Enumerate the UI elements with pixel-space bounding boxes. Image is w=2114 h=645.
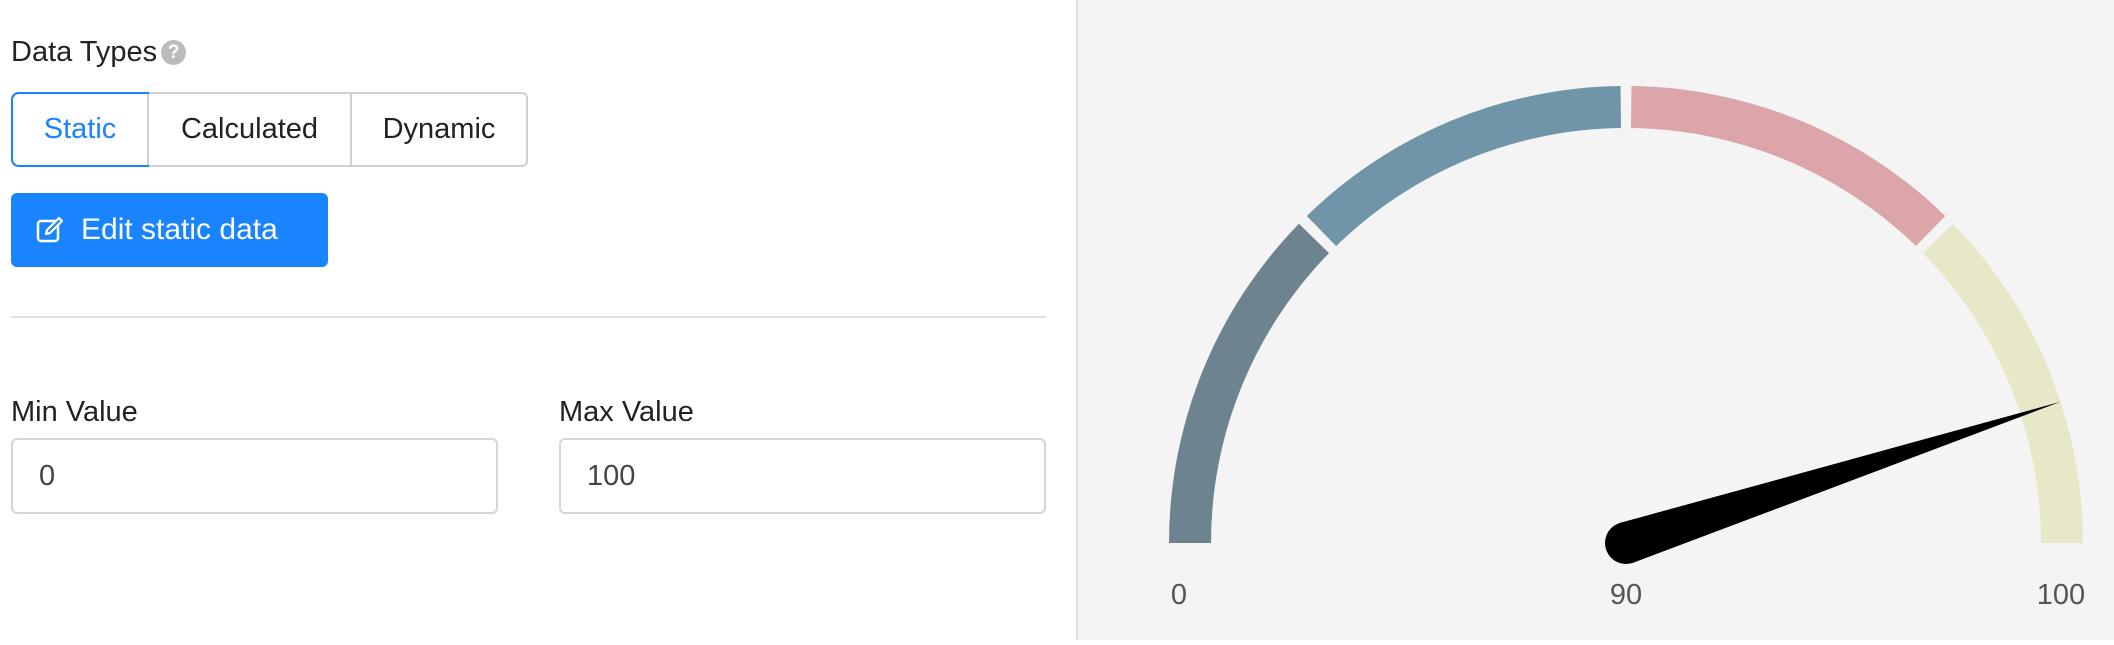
- data-type-calculated[interactable]: Calculated: [147, 94, 350, 165]
- edit-icon: [36, 216, 64, 243]
- gauge-band-4: [1922, 223, 2083, 543]
- gauge-value-label: 90: [1610, 579, 1642, 611]
- max-value-input[interactable]: 100: [559, 438, 1046, 514]
- gauge-min-label: 0: [1171, 579, 1187, 611]
- min-value-label: Min Value: [11, 396, 138, 428]
- gauge-needle: [1619, 401, 2061, 563]
- gauge-preview: 0 90 100: [1076, 0, 2114, 640]
- settings-panel: Data Types ? Static Calculated Dynamic E…: [11, 36, 1046, 514]
- gauge-max-label: 100: [2037, 579, 2085, 611]
- gauge-band-2: [1306, 86, 1622, 247]
- data-type-toggle: Static Calculated Dynamic: [11, 92, 528, 167]
- gauge-chart: 0 90 100: [1169, 86, 2085, 611]
- min-value-input[interactable]: 0: [11, 438, 498, 514]
- edit-static-data-button[interactable]: Edit static data: [11, 193, 328, 267]
- question-circle-icon[interactable]: ?: [161, 40, 187, 65]
- gauge-band-1: [1169, 223, 1330, 543]
- data-types-label: Data Types: [11, 36, 158, 68]
- max-value-label: Max Value: [559, 396, 694, 428]
- divider: [11, 316, 1046, 318]
- data-types-heading: Data Types ?: [11, 36, 187, 69]
- data-type-dynamic[interactable]: Dynamic: [350, 94, 526, 165]
- edit-static-data-label: Edit static data: [81, 213, 278, 246]
- gauge-band-3: [1630, 86, 1946, 247]
- gauge-needle-hub: [1605, 522, 1647, 564]
- data-type-static[interactable]: Static: [11, 92, 149, 167]
